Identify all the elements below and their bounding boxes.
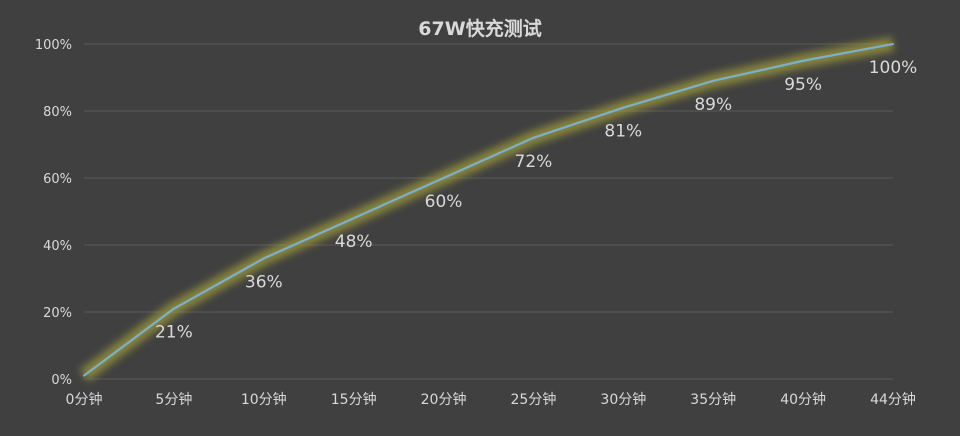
y-tick-label: 20% [43, 306, 72, 321]
x-tick-label: 44分钟 [870, 391, 916, 408]
data-label: 100% [869, 58, 918, 78]
y-tick-label: 60% [43, 172, 72, 187]
x-tick-label: 35分钟 [690, 391, 736, 408]
y-tick-label: 40% [43, 239, 72, 254]
data-label: 48% [335, 232, 373, 252]
x-tick-label: 15分钟 [331, 391, 377, 408]
x-tick-label: 20分钟 [421, 391, 467, 408]
x-tick-label: 25分钟 [511, 391, 557, 408]
x-tick-label: 40分钟 [780, 391, 826, 408]
x-tick-label: 5分钟 [155, 391, 192, 408]
data-point [172, 307, 175, 310]
y-tick-label: 80% [43, 105, 72, 120]
data-label: 81% [604, 122, 642, 142]
data-point [892, 43, 894, 45]
data-label: 95% [784, 75, 822, 95]
series-glow [79, 37, 895, 382]
data-point [83, 374, 85, 377]
data-point [802, 59, 805, 62]
data-label: 60% [425, 192, 463, 212]
data-point [352, 217, 355, 220]
data-point [442, 177, 445, 179]
y-tick-label: 100% [35, 38, 72, 53]
x-tick-label: 30分钟 [600, 391, 646, 408]
data-point [262, 257, 265, 260]
data-label: 21% [155, 323, 193, 343]
y-tick-label: 0% [51, 373, 72, 388]
x-tick-label: 10分钟 [241, 391, 287, 408]
series-line [83, 42, 894, 377]
data-label: 36% [245, 272, 283, 292]
chart-title: 67W快充测试 [418, 17, 541, 40]
data-point [622, 106, 625, 109]
data-point [712, 79, 715, 82]
data-label: 89% [694, 95, 732, 115]
data-label: 72% [515, 152, 553, 172]
x-tick-label: 0分钟 [66, 391, 103, 408]
data-point [532, 136, 535, 139]
